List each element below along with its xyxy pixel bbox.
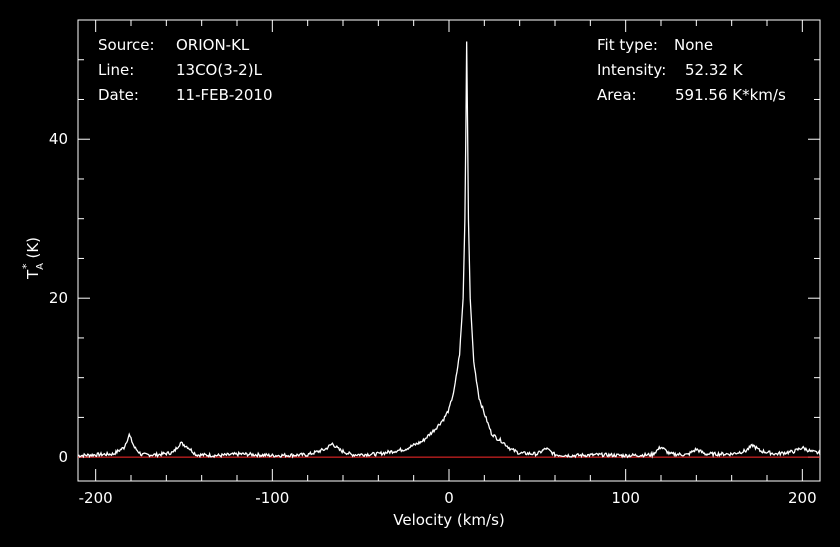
header-line-label: Line: [98, 61, 134, 79]
header-fit-type-value: None [674, 36, 713, 54]
axis-ticks [78, 20, 820, 481]
y-axis-label-sub: A [35, 263, 46, 270]
y-axis-label-super: * [20, 263, 33, 269]
y-axis-label-unit: (K) [24, 237, 42, 259]
header-source-label: Source: [98, 36, 155, 54]
y-tick-label: 40 [49, 130, 68, 148]
spectrum-series-line [77, 41, 821, 459]
x-tick-label: -200 [79, 489, 113, 507]
header-date-value: 11-FEB-2010 [176, 86, 272, 104]
x-tick-label: 0 [444, 489, 454, 507]
header-area-label: Area: [597, 86, 637, 104]
x-axis-label: Velocity (km/s) [393, 511, 504, 529]
header-date-label: Date: [98, 86, 139, 104]
y-axis-label-main: T [24, 269, 42, 280]
y-tick-label: 0 [58, 448, 68, 466]
y-axis-label: TA* (K) [20, 237, 46, 280]
x-tick-label: 200 [788, 489, 817, 507]
x-tick-label: 100 [611, 489, 640, 507]
header-source-value: ORION-KL [176, 36, 250, 54]
y-tick-label: 20 [49, 289, 68, 307]
axis-tick-labels: -200 -100 0 100 200 0 20 40 [49, 130, 817, 507]
header-fit-type-label: Fit type: [597, 36, 658, 54]
header-intensity-label: Intensity: [597, 61, 666, 79]
header-area-value: 591.56 K*km/s [675, 86, 786, 104]
x-tick-label: -100 [255, 489, 289, 507]
header-line-value: 13CO(3-2)L [176, 61, 263, 79]
header-intensity-value: 52.32 K [685, 61, 744, 79]
